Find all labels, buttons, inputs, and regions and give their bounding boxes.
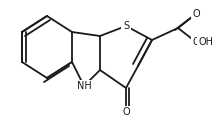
Text: O: O	[192, 37, 200, 47]
Text: OH: OH	[198, 37, 213, 47]
Text: O: O	[192, 9, 200, 19]
Text: NH: NH	[77, 81, 91, 91]
Text: S: S	[123, 21, 129, 31]
Text: O: O	[122, 107, 130, 117]
